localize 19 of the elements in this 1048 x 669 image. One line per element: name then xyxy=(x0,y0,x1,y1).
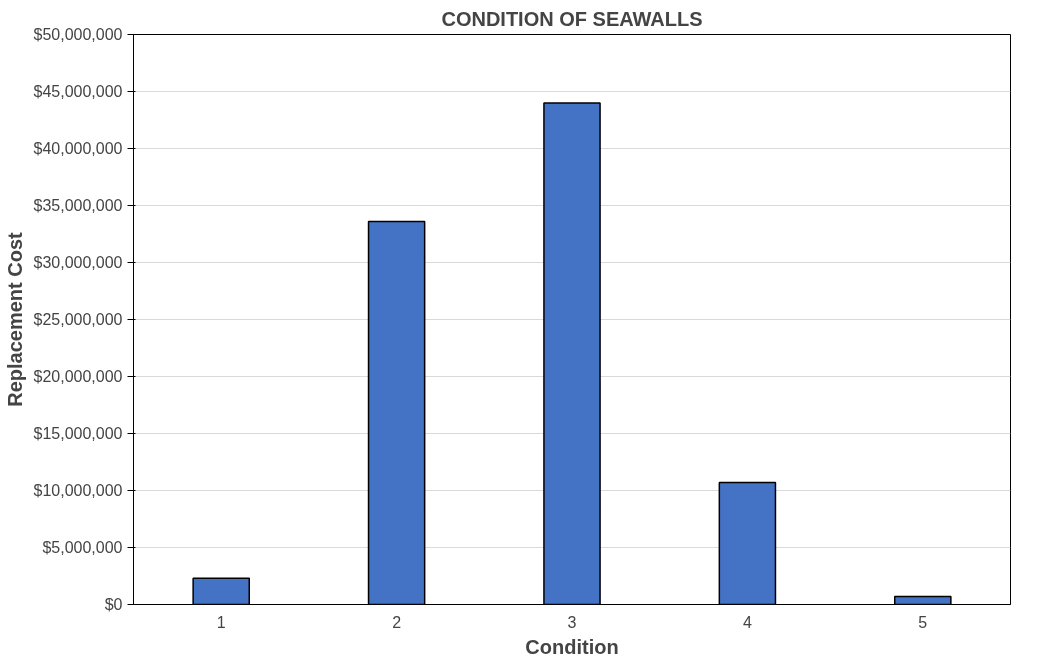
y-tick-label: $45,000,000 xyxy=(33,83,123,100)
y-tick-label: $0 xyxy=(104,596,123,613)
x-tick-label: 5 xyxy=(918,613,928,631)
x-tick-label: 2 xyxy=(392,613,402,631)
y-tick-label: $30,000,000 xyxy=(33,254,123,271)
y-axis-title: Replacement Cost xyxy=(3,231,26,407)
x-tick-label: 1 xyxy=(216,613,226,631)
x-tick-label: 3 xyxy=(567,613,577,631)
y-tick-label: $40,000,000 xyxy=(33,140,123,157)
y-tick-label: $20,000,000 xyxy=(33,368,123,385)
y-tick-label: $10,000,000 xyxy=(33,482,123,499)
y-tick-label: $50,000,000 xyxy=(33,26,123,43)
y-tick-label: $5,000,000 xyxy=(42,539,123,556)
x-axis-title: Condition xyxy=(525,635,619,658)
y-tick-label: $35,000,000 xyxy=(33,197,123,214)
y-tick-label: $15,000,000 xyxy=(33,425,123,442)
chart-title: CONDITION OF SEAWALLS xyxy=(441,7,703,30)
x-tick-label: 4 xyxy=(742,613,752,631)
y-tick-label: $25,000,000 xyxy=(33,311,123,328)
